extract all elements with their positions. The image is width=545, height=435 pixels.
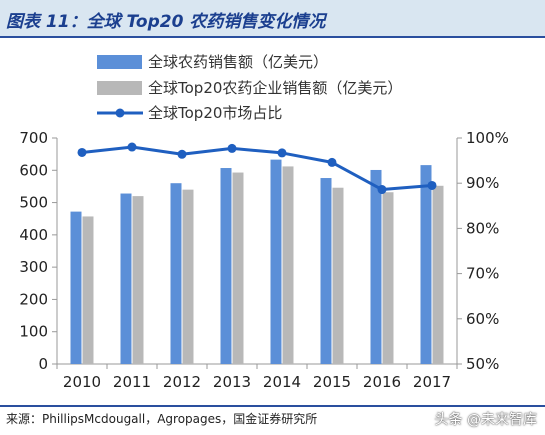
bar-top20-sales-2011 bbox=[132, 196, 144, 364]
share-point-2016 bbox=[377, 185, 387, 195]
left-tick-label: 0 bbox=[38, 355, 48, 373]
top-divider bbox=[0, 36, 545, 38]
share-point-2012 bbox=[177, 149, 187, 159]
title-bar: 图表 11：全球 Top20 农药销售变化情况 bbox=[0, 0, 545, 36]
right-tick-label: 80% bbox=[466, 219, 499, 237]
left-tick-label: 400 bbox=[19, 226, 48, 244]
left-tick-label: 200 bbox=[19, 290, 48, 308]
left-tick-label: 600 bbox=[19, 161, 48, 179]
bar-global-sales-2010 bbox=[70, 211, 82, 364]
watermark: 头条 @未来智库 bbox=[434, 412, 537, 428]
x-tick-label: 2015 bbox=[313, 373, 351, 391]
legend-swatch-1 bbox=[97, 55, 142, 69]
bar-global-sales-2015 bbox=[320, 178, 332, 364]
left-tick-label: 300 bbox=[19, 258, 48, 276]
bar-global-sales-2014 bbox=[270, 159, 282, 364]
source-note: 来源：PhillipsMcdougall，Agropages，国金证券研究所 bbox=[6, 412, 318, 426]
legend-line-marker bbox=[115, 108, 125, 118]
chart-title: 图表 11：全球 Top20 农药销售变化情况 bbox=[6, 12, 326, 32]
bar-global-sales-2016 bbox=[370, 169, 382, 364]
share-line bbox=[77, 142, 437, 195]
bottom-divider bbox=[0, 405, 545, 407]
share-point-2017 bbox=[427, 180, 437, 190]
bar-top20-sales-2010 bbox=[82, 216, 94, 364]
bar-top20-sales-2014 bbox=[282, 166, 294, 364]
legend: 全球农药销售额（亿美元） 全球Top20农药企业销售额（亿美元） 全球Top20市场… bbox=[97, 53, 402, 122]
bar-top20-sales-2016 bbox=[382, 192, 394, 364]
legend-label-2: 全球Top20农药企业销售额（亿美元） bbox=[148, 79, 402, 97]
legend-label-1: 全球农药销售额（亿美元） bbox=[148, 53, 328, 71]
share-point-2010 bbox=[77, 147, 87, 157]
chart: 全球农药销售额（亿美元） 全球Top20农药企业销售额（亿美元） 全球Top20市场… bbox=[19, 53, 509, 391]
bar-top20-sales-2013 bbox=[232, 172, 244, 364]
right-tick-label: 70% bbox=[466, 265, 499, 283]
legend-label-3: 全球Top20市场占比 bbox=[148, 104, 282, 122]
x-tick-label: 2012 bbox=[163, 373, 201, 391]
right-tick-label: 90% bbox=[466, 174, 499, 192]
left-tick-label: 500 bbox=[19, 194, 48, 212]
right-tick-label: 50% bbox=[466, 355, 499, 373]
x-tick-label: 2016 bbox=[363, 373, 401, 391]
right-tick-label: 60% bbox=[466, 310, 499, 328]
legend-swatch-2 bbox=[97, 81, 142, 95]
bar-global-sales-2011 bbox=[120, 193, 132, 364]
left-tick-label: 700 bbox=[19, 129, 48, 147]
x-tick-label: 2011 bbox=[113, 373, 151, 391]
share-point-2013 bbox=[227, 143, 237, 153]
bar-top20-sales-2017 bbox=[432, 185, 444, 364]
x-tick-label: 2014 bbox=[263, 373, 301, 391]
share-point-2014 bbox=[277, 148, 287, 158]
bar-global-sales-2012 bbox=[170, 183, 182, 364]
bars bbox=[70, 159, 444, 364]
bar-top20-sales-2015 bbox=[332, 187, 344, 364]
right-tick-label: 100% bbox=[466, 129, 509, 147]
x-tick-label: 2010 bbox=[63, 373, 101, 391]
bar-top20-sales-2012 bbox=[182, 189, 194, 364]
bar-global-sales-2017 bbox=[420, 165, 432, 364]
bar-global-sales-2013 bbox=[220, 168, 232, 364]
share-point-2015 bbox=[327, 157, 337, 167]
x-tick-label: 2013 bbox=[213, 373, 251, 391]
share-point-2011 bbox=[127, 142, 137, 152]
x-tick-label: 2017 bbox=[413, 373, 451, 391]
axes: 0 100 200 300 400 500 600 700 50% 60% 70% 80% 90% 100… bbox=[19, 129, 509, 391]
share-line-path bbox=[81, 145, 433, 192]
left-tick-label: 100 bbox=[19, 323, 48, 341]
